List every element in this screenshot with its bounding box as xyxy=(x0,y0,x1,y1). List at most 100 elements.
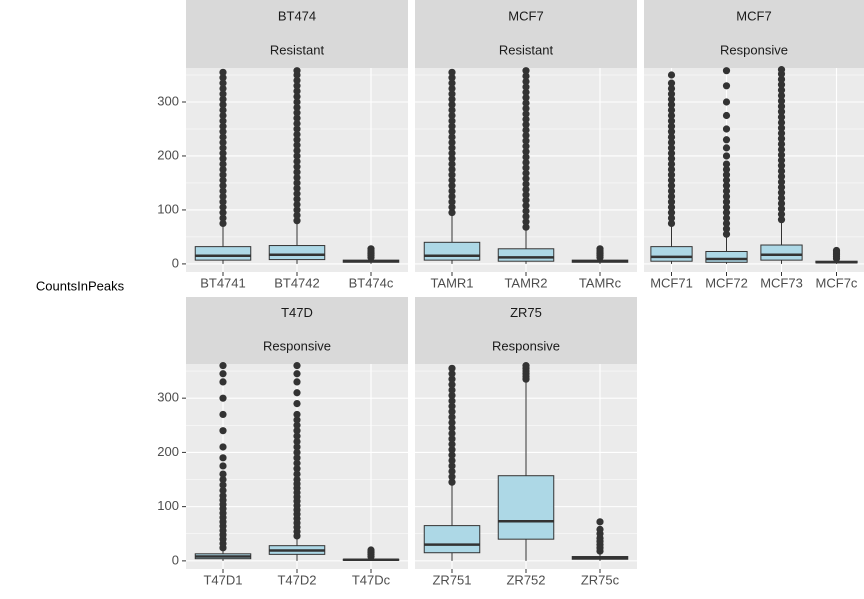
outlier xyxy=(667,106,676,114)
outlier xyxy=(293,432,301,440)
outlier xyxy=(832,246,841,255)
strip-subtitle: Resistant xyxy=(270,42,325,57)
outlier xyxy=(448,391,456,400)
outlier xyxy=(293,103,301,111)
outlier xyxy=(777,189,786,197)
outlier xyxy=(777,145,786,154)
outlier xyxy=(448,90,456,98)
outlier xyxy=(293,410,301,419)
outlier xyxy=(777,135,786,143)
outlier xyxy=(293,173,301,182)
outlier xyxy=(293,416,301,424)
outlier xyxy=(448,111,456,120)
outlier xyxy=(293,190,301,198)
outlier xyxy=(722,171,731,179)
outlier xyxy=(219,486,227,494)
outlier xyxy=(219,90,227,98)
outlier xyxy=(448,128,456,136)
strip-title: BT474 xyxy=(278,8,316,23)
x-tick-label: T47Dc xyxy=(352,572,391,587)
outlier xyxy=(667,176,676,184)
outlier xyxy=(219,427,227,435)
outlier xyxy=(219,68,227,76)
outlier xyxy=(448,122,456,130)
outlier xyxy=(293,179,301,187)
outlier xyxy=(777,162,786,170)
x-tick-label: BT4742 xyxy=(274,275,320,290)
outlier xyxy=(667,187,676,195)
strip xyxy=(415,0,637,68)
outlier xyxy=(522,218,530,226)
outlier xyxy=(522,158,530,167)
outlier xyxy=(667,111,676,120)
outlier xyxy=(448,106,456,114)
outlier xyxy=(777,66,786,74)
y-tick-label: 100 xyxy=(157,201,179,216)
outlier xyxy=(293,82,301,90)
outlier xyxy=(777,178,786,186)
outlier xyxy=(667,192,676,201)
outlier xyxy=(522,164,530,172)
outlier xyxy=(667,160,676,168)
outlier xyxy=(448,413,456,421)
outlier xyxy=(219,209,227,217)
outlier xyxy=(219,470,227,478)
outlier xyxy=(448,144,456,152)
y-tick-label: 300 xyxy=(157,93,179,108)
outlier xyxy=(777,118,786,127)
x-tick-label: TAMR2 xyxy=(504,275,547,290)
outlier xyxy=(777,194,786,202)
outlier xyxy=(219,165,227,174)
outlier xyxy=(522,153,530,161)
outlier xyxy=(777,75,786,83)
outlier xyxy=(667,79,676,87)
outlier xyxy=(448,446,456,454)
outlier xyxy=(293,146,301,155)
strip-subtitle: Responsive xyxy=(720,42,788,57)
outlier xyxy=(448,160,456,168)
outlier xyxy=(667,144,676,152)
strip-title: MCF7 xyxy=(736,8,771,23)
outlier xyxy=(293,109,301,117)
outlier xyxy=(522,67,530,75)
outlier xyxy=(722,187,731,195)
outlier xyxy=(722,136,731,144)
outlier xyxy=(219,192,227,201)
outlier xyxy=(293,119,301,128)
x-tick-label: BT4741 xyxy=(200,275,246,290)
strip-subtitle: Responsive xyxy=(263,339,331,354)
outlier xyxy=(219,95,227,103)
outlier xyxy=(219,133,227,141)
outlier xyxy=(448,402,456,410)
outlier xyxy=(667,101,676,109)
outlier xyxy=(522,362,530,370)
box xyxy=(423,241,481,261)
outlier xyxy=(219,394,227,402)
y-tick-label: 0 xyxy=(172,255,179,270)
outlier xyxy=(219,219,227,228)
outlier xyxy=(293,152,301,160)
outlier xyxy=(448,192,456,201)
x-tick-label: ZR752 xyxy=(506,572,545,587)
outlier xyxy=(596,245,604,253)
outlier xyxy=(219,198,227,206)
outlier xyxy=(448,462,456,470)
outlier xyxy=(596,518,604,526)
outlier xyxy=(667,171,676,179)
outlier xyxy=(293,163,301,171)
outlier xyxy=(219,454,227,462)
outlier xyxy=(448,424,456,432)
outlier xyxy=(522,110,530,118)
strip xyxy=(644,0,864,68)
outlier xyxy=(293,157,301,165)
outlier xyxy=(219,74,227,82)
outlier xyxy=(448,429,456,438)
outlier xyxy=(722,214,731,222)
outlier xyxy=(293,378,301,386)
box xyxy=(705,250,748,263)
box xyxy=(497,475,555,540)
box xyxy=(268,245,326,261)
outlier xyxy=(293,130,301,138)
strip-subtitle: Responsive xyxy=(492,339,560,354)
